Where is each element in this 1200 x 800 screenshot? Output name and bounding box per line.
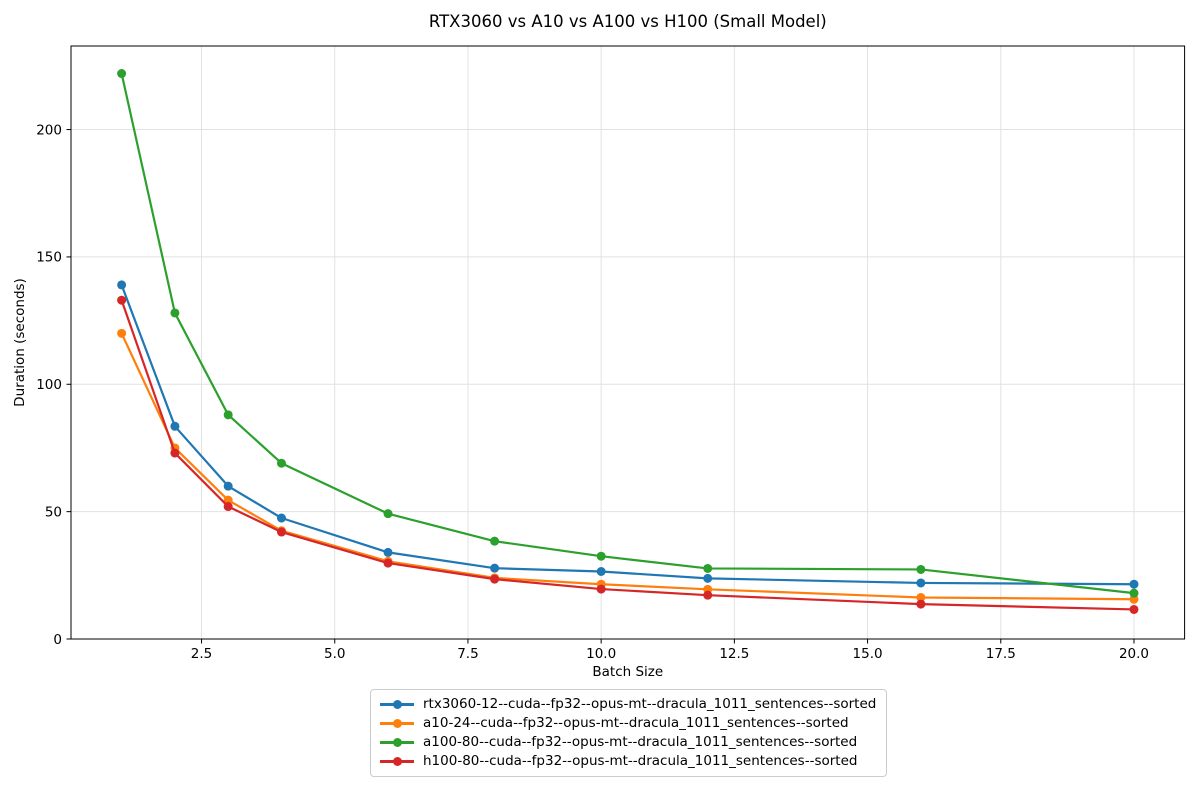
legend-label: a100-80--cuda--fp32--opus-mt--dracula_10… [423, 733, 858, 750]
legend-dot-icon [392, 738, 402, 747]
data-point-series-3 [596, 584, 606, 594]
x-tick-label: 2.5 [191, 646, 212, 662]
data-point-series-0 [916, 578, 926, 588]
data-point-series-0 [223, 481, 233, 491]
data-point-series-0 [1129, 579, 1139, 589]
legend-dot-icon [392, 757, 402, 766]
legend-item: h100-80--cuda--fp32--opus-mt--dracula_10… [380, 752, 877, 769]
series-line-1 [120, 332, 1134, 601]
series-line-2 [120, 73, 1135, 595]
x-tick-label: 17.5 [986, 646, 1016, 662]
data-point-series-3 [276, 527, 286, 537]
x-tick-label: 7.5 [457, 646, 478, 662]
legend-line-marker-icon [380, 738, 414, 747]
data-point-series-1 [117, 328, 127, 338]
plot-border [70, 45, 1186, 640]
x-tick-label: 10.0 [586, 646, 616, 662]
x-tick-label: 20.0 [1119, 646, 1149, 662]
data-point-series-0 [117, 280, 127, 290]
data-point-series-3 [223, 502, 233, 512]
data-point-series-3 [916, 599, 926, 609]
legend-line-marker-icon [380, 700, 414, 709]
data-point-series-1 [916, 592, 926, 602]
data-point-series-3 [117, 295, 127, 305]
legend-label: rtx3060-12--cuda--fp32--opus-mt--dracula… [423, 695, 877, 712]
data-point-series-0 [490, 563, 500, 573]
x-tick-label: 12.5 [719, 646, 749, 662]
data-point-series-3 [383, 558, 393, 568]
y-tick-label: 100 [36, 377, 62, 393]
data-point-series-0 [276, 513, 286, 523]
legend: rtx3060-12--cuda--fp32--opus-mt--dracula… [370, 689, 887, 777]
legend-line-marker-icon [380, 719, 414, 728]
y-tick-label: 0 [53, 632, 62, 648]
data-point-series-2 [596, 551, 606, 561]
legend-dot-icon [392, 700, 402, 709]
data-point-series-0 [383, 547, 393, 557]
chart-title: RTX3060 vs A10 vs A100 vs H100 (Small Mo… [429, 12, 827, 31]
x-axis-label: Batch Size [592, 664, 663, 680]
x-tick-label: 15.0 [853, 646, 883, 662]
data-point-series-2 [703, 563, 713, 573]
data-point-series-2 [916, 564, 926, 574]
y-axis-label: Duration (seconds) [12, 278, 28, 407]
legend-item: a100-80--cuda--fp32--opus-mt--dracula_10… [380, 733, 877, 750]
series-line-3 [120, 299, 1135, 611]
legend-dot-icon [392, 719, 402, 728]
data-point-series-3 [1129, 604, 1139, 614]
data-point-series-3 [703, 590, 713, 600]
plot-area: 2.5 5.0 7.5 10.0 12.5 15.0 17.5 20.0 0 50 100 150 20… [36, 45, 1186, 662]
legend-line-marker-icon [380, 757, 414, 766]
legend-item: a10-24--cuda--fp32--opus-mt--dracula_101… [380, 714, 877, 731]
data-point-series-2 [490, 536, 500, 546]
data-point-series-2 [223, 410, 233, 420]
data-point-series-3 [490, 574, 500, 584]
data-point-series-2 [170, 308, 180, 318]
series-line-0 [120, 284, 1134, 586]
y-tick-label: 200 [36, 122, 62, 138]
data-point-series-2 [117, 69, 127, 79]
legend-label: h100-80--cuda--fp32--opus-mt--dracula_10… [423, 752, 858, 769]
data-point-series-2 [276, 458, 286, 468]
data-point-series-2 [383, 509, 393, 519]
data-point-series-1 [223, 495, 233, 505]
data-point-series-2 [1129, 588, 1139, 598]
y-tick-label: 150 [36, 250, 62, 266]
data-point-series-0 [170, 421, 180, 431]
legend-item: rtx3060-12--cuda--fp32--opus-mt--dracula… [380, 695, 877, 712]
x-tick-label: 5.0 [324, 646, 345, 662]
legend-label: a10-24--cuda--fp32--opus-mt--dracula_101… [423, 714, 849, 731]
y-tick-label: 50 [45, 504, 62, 520]
data-point-series-0 [596, 566, 606, 576]
data-point-series-0 [703, 573, 713, 583]
data-point-series-3 [170, 448, 180, 458]
